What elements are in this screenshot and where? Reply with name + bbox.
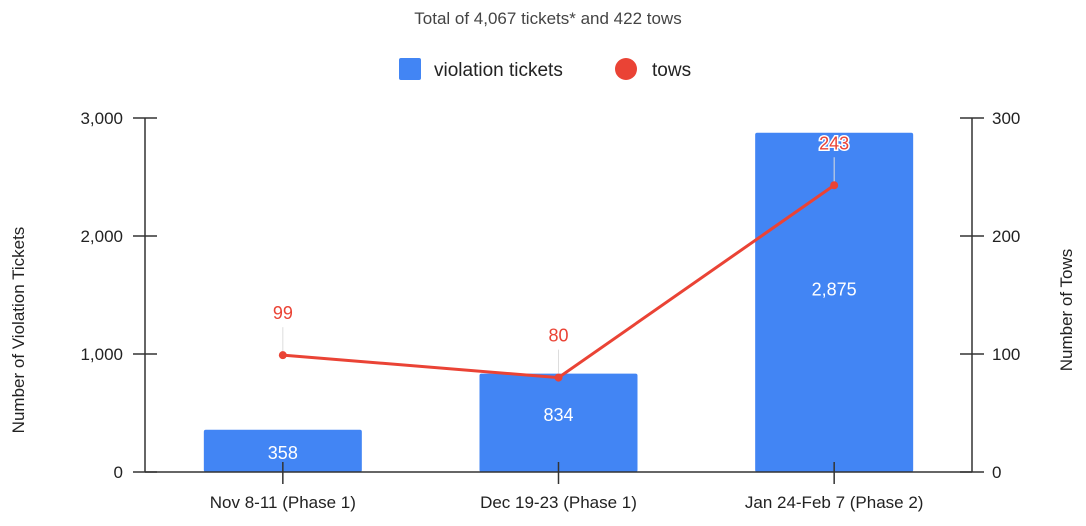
y2-tick-label: 100 [992, 345, 1020, 364]
tows-point-3 [830, 181, 839, 190]
tows-line [282, 184, 836, 380]
bar-value-label: 2,875 [812, 280, 857, 300]
legend: violation tickets tows [399, 58, 691, 81]
chart-title: Total of 4,067 tickets* and 422 tows [414, 9, 681, 28]
bar-value-label: 834 [543, 405, 573, 425]
y2-tick-label: 200 [992, 227, 1020, 246]
y-tick-label: 3,000 [80, 109, 123, 128]
tows-point-1 [278, 351, 287, 360]
legend-swatch-violation-tickets [399, 58, 421, 80]
x-tick-label: Jan 24-Feb 7 (Phase 2) [745, 493, 924, 512]
bar-value-label: 358 [268, 443, 298, 463]
tows-value-label: 80 [548, 326, 568, 346]
tows-value-label: 99 [273, 303, 293, 323]
y-tick-label: 2,000 [80, 227, 123, 246]
y-axis-title: Number of Violation Tickets [9, 227, 28, 434]
y-tick-label: 0 [114, 463, 123, 482]
x-tick-label: Dec 19-23 (Phase 1) [480, 493, 637, 512]
bar-violation-tickets-2 [479, 373, 638, 472]
y2-tick-label: 0 [992, 463, 1001, 482]
legend-swatch-tows [615, 58, 637, 80]
legend-label-violation-tickets: violation tickets [434, 60, 563, 81]
y2-tick-label: 300 [992, 109, 1020, 128]
legend-label-tows: tows [652, 60, 691, 81]
tows-value-label: 243 [819, 133, 849, 153]
bar-violation-tickets-3 [755, 132, 914, 472]
x-tick-label: Nov 8-11 (Phase 1) [210, 493, 356, 512]
y2-axis-title: Number of Tows [1057, 249, 1076, 372]
y-tick-label: 1,000 [80, 345, 123, 364]
bar-violation-tickets-1 [203, 429, 362, 472]
tows-point-2 [554, 373, 563, 382]
plot-area: 0 1,000 2,000 3,000 0 100 200 300 Nov 8-11 (Phas… [80, 109, 1020, 512]
